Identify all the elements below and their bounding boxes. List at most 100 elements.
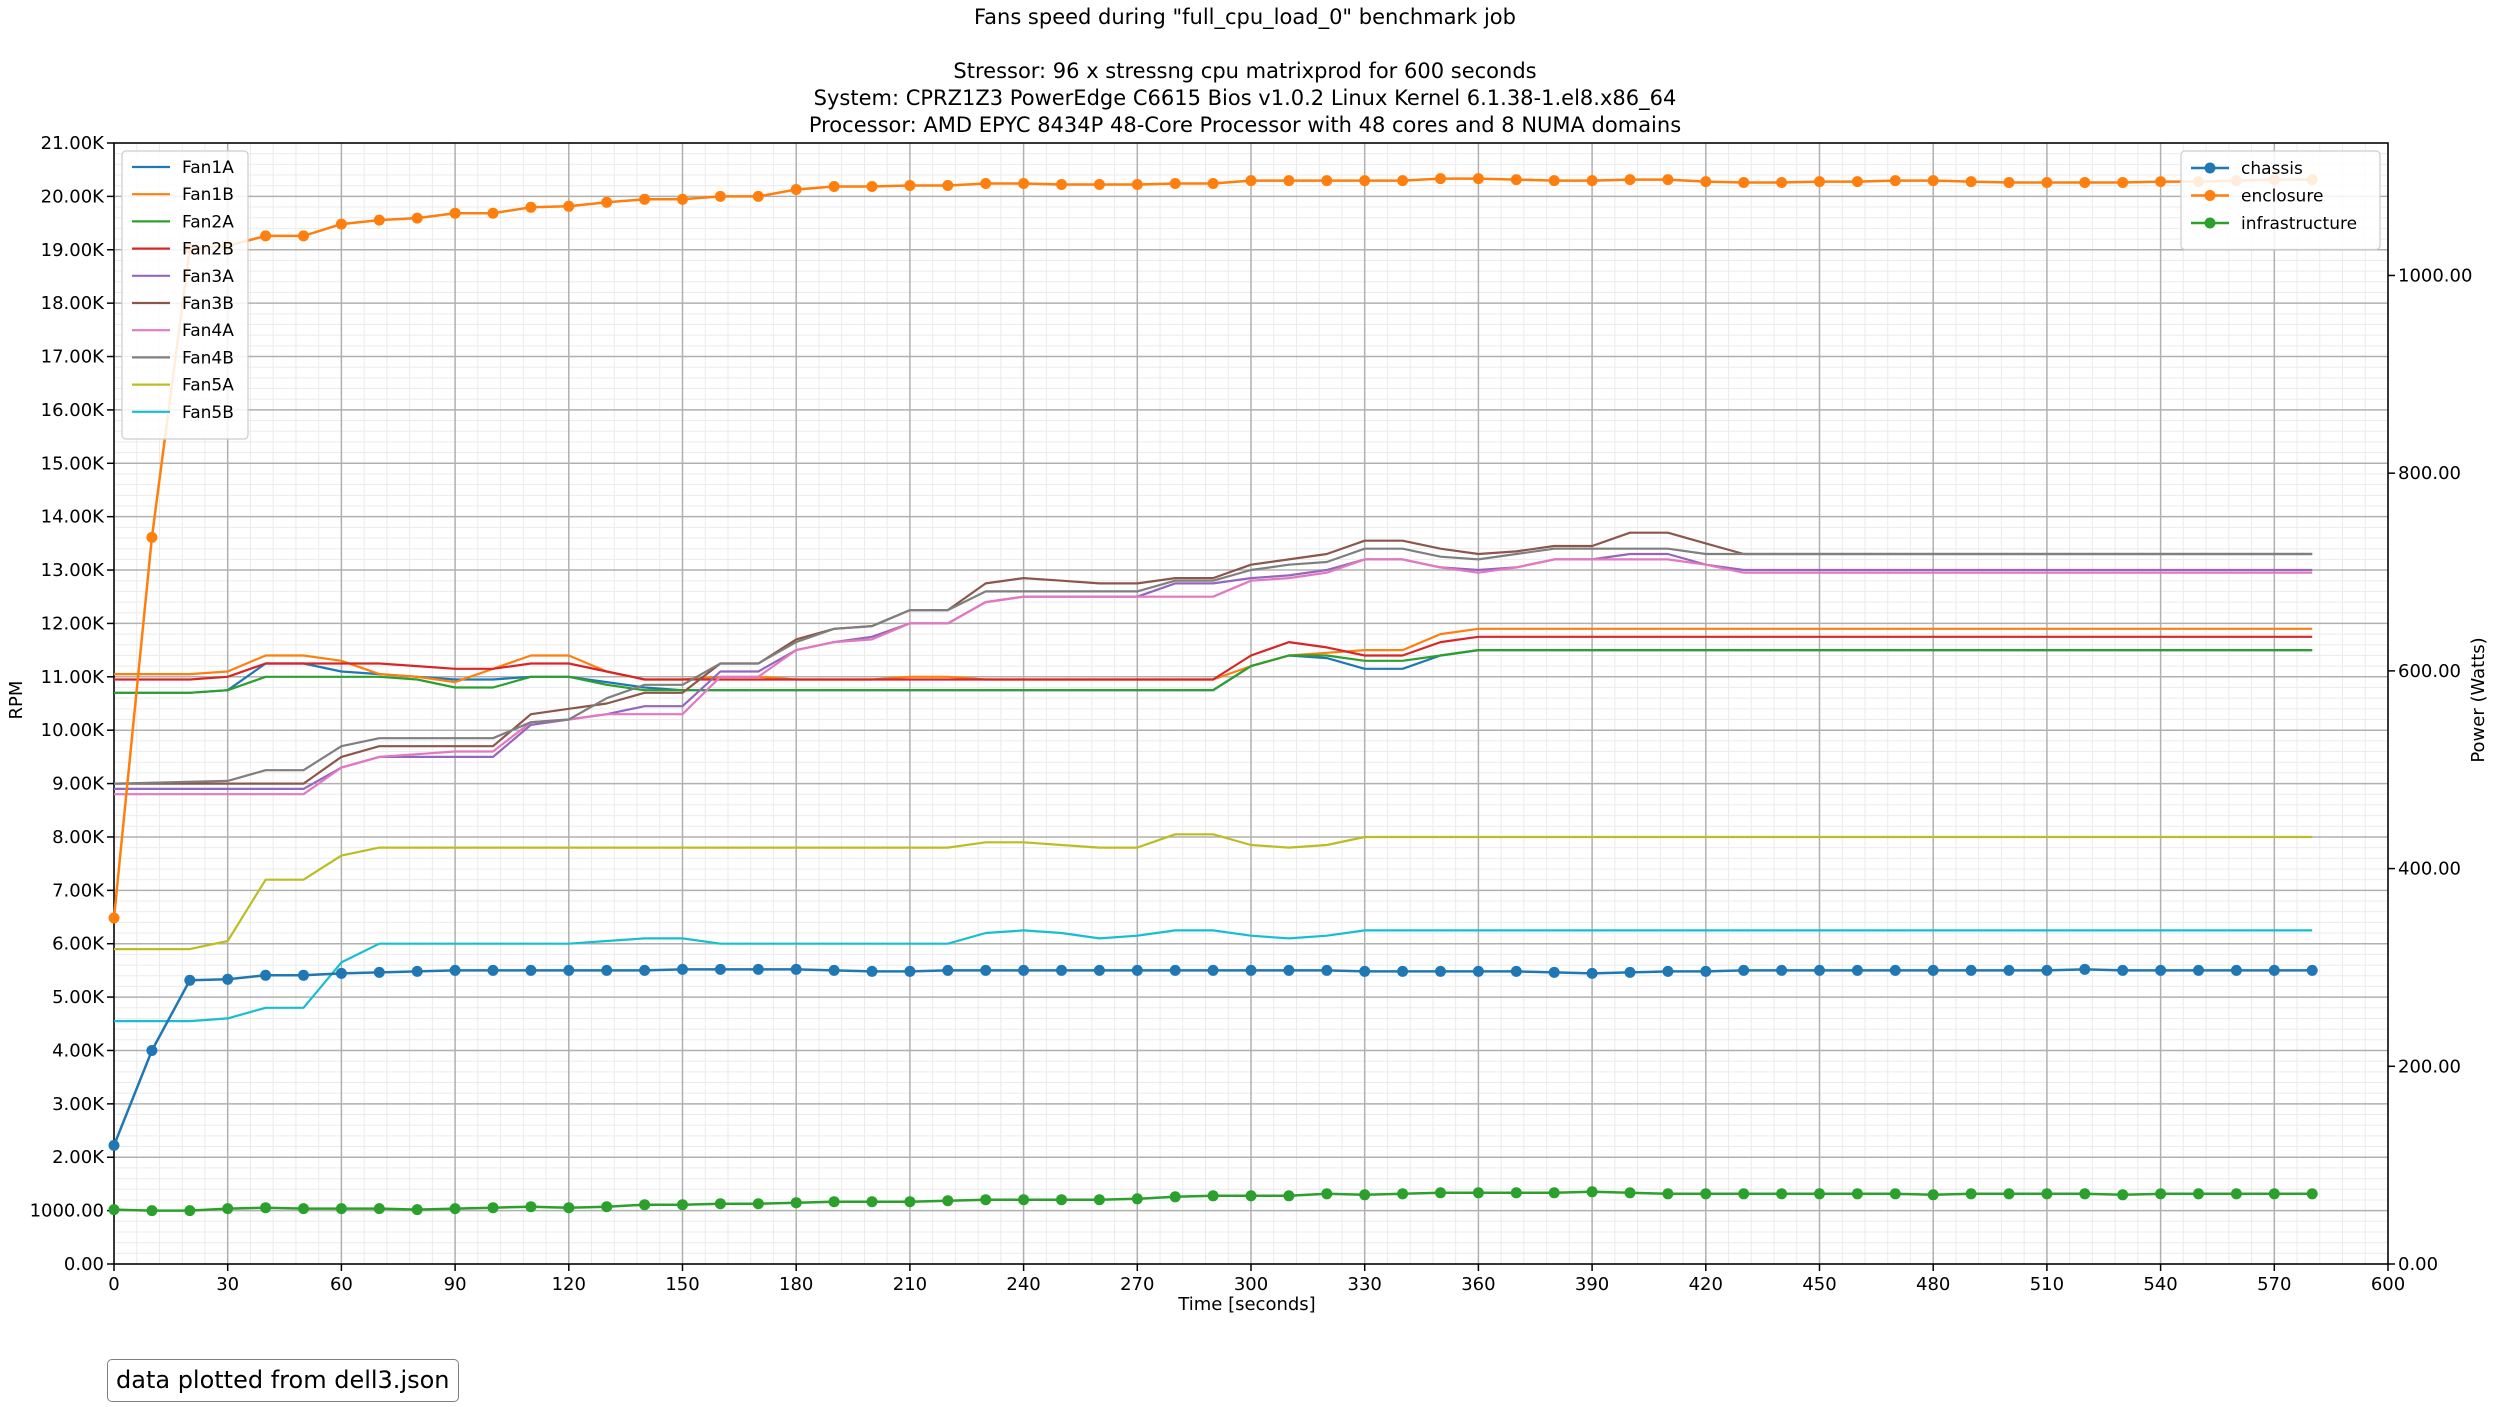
power-point-infrastructure xyxy=(1359,1189,1371,1201)
power-point-infrastructure xyxy=(1738,1188,1750,1200)
power-point-enclosure xyxy=(1889,175,1901,187)
x-tick-label: 180 xyxy=(779,1274,813,1295)
power-point-infrastructure xyxy=(1207,1190,1219,1202)
power-point-infrastructure xyxy=(1586,1186,1598,1198)
power-point-infrastructure xyxy=(639,1199,651,1211)
power-point-chassis xyxy=(1889,964,1901,976)
power-point-chassis xyxy=(828,964,840,976)
y-tick-label: 20.00K xyxy=(41,186,106,207)
power-point-enclosure xyxy=(1738,177,1750,188)
power-point-infrastructure xyxy=(2268,1188,2280,1200)
power-point-infrastructure xyxy=(1814,1188,1825,1200)
power-point-chassis xyxy=(222,973,234,985)
power-point-chassis xyxy=(1435,965,1446,977)
power-point-chassis xyxy=(1056,964,1067,976)
power-point-enclosure xyxy=(942,180,954,191)
x-axis-label: Time [seconds] xyxy=(1177,1294,1315,1315)
legend-label-fan1a: Fan1A xyxy=(182,158,234,178)
power-point-chassis xyxy=(1927,964,1939,976)
power-point-infrastructure xyxy=(373,1203,385,1215)
power-point-enclosure xyxy=(298,230,309,242)
y-tick-label: 21.00K xyxy=(41,133,106,154)
x-tick-label: 210 xyxy=(893,1274,927,1295)
legend-label-fan5a: Fan5A xyxy=(182,376,234,396)
power-point-infrastructure xyxy=(1169,1191,1181,1203)
power-point-enclosure xyxy=(2003,177,2015,188)
legend-label-fan4b: Fan4B xyxy=(182,348,234,368)
power-point-enclosure xyxy=(1321,175,1333,187)
y-tick-label: 4.00K xyxy=(52,1040,105,1061)
y-tick-label: 2.00K xyxy=(52,1147,105,1168)
power-point-chassis xyxy=(2306,964,2318,976)
power-point-infrastructure xyxy=(184,1205,196,1217)
power-point-infrastructure xyxy=(260,1202,272,1214)
power-point-chassis xyxy=(298,969,309,981)
power-point-infrastructure xyxy=(2155,1188,2167,1200)
power-point-chassis xyxy=(525,964,537,976)
power-point-infrastructure xyxy=(2306,1188,2318,1200)
power-point-enclosure xyxy=(1927,175,1939,187)
power-point-enclosure xyxy=(335,218,347,230)
power-point-chassis xyxy=(1586,967,1598,979)
power-point-infrastructure xyxy=(752,1198,764,1210)
power-point-chassis xyxy=(1548,966,1560,978)
power-point-chassis xyxy=(714,963,726,975)
power-point-enclosure xyxy=(2041,177,2053,188)
power-point-chassis xyxy=(2268,964,2280,976)
power-point-chassis xyxy=(1851,964,1863,976)
power-point-enclosure xyxy=(1700,176,1712,188)
fan-line-fan1a xyxy=(114,648,2313,694)
power-point-enclosure xyxy=(2155,176,2167,188)
power-point-infrastructure xyxy=(2193,1188,2204,1200)
x-tick-label: 90 xyxy=(444,1274,467,1295)
y2-tick-label: 0.00 xyxy=(2398,1254,2438,1275)
power-point-enclosure xyxy=(828,181,840,192)
power-point-chassis xyxy=(2155,964,2167,976)
grid xyxy=(113,142,2389,1265)
legend-label-fan4a: Fan4A xyxy=(182,321,234,341)
power-point-infrastructure xyxy=(525,1201,537,1213)
x-tick-label: 600 xyxy=(2371,1274,2405,1295)
power-point-enclosure xyxy=(1662,174,1674,186)
legend-marker-enclosure xyxy=(2204,190,2216,201)
y-tick-label: 15.00K xyxy=(41,453,106,474)
power-point-chassis xyxy=(2003,964,2015,976)
y-tick-label: 3.00K xyxy=(52,1094,105,1115)
x-tick-label: 30 xyxy=(216,1274,239,1295)
power-point-chassis xyxy=(2193,964,2204,976)
legend-label-infrastructure: infrastructure xyxy=(2241,214,2357,234)
x-tick-label: 420 xyxy=(1689,1274,1723,1295)
power-point-infrastructure xyxy=(2041,1188,2053,1200)
power-point-infrastructure xyxy=(1851,1188,1863,1200)
power-point-enclosure xyxy=(260,230,272,242)
power-point-enclosure xyxy=(1435,173,1446,185)
fan-line-fan3b xyxy=(114,531,2313,785)
power-point-enclosure xyxy=(866,181,878,192)
power-point-infrastructure xyxy=(2079,1188,2091,1200)
power-point-infrastructure xyxy=(1283,1190,1295,1202)
power-point-chassis xyxy=(1207,964,1219,976)
power-point-chassis xyxy=(1397,965,1409,977)
power-point-enclosure xyxy=(1472,173,1484,185)
y-tick-label: 16.00K xyxy=(41,400,106,421)
power-point-infrastructure xyxy=(1776,1188,1788,1200)
power-point-chassis xyxy=(1700,965,1712,977)
fan-line-fan5b xyxy=(114,929,2313,1023)
power-point-infrastructure xyxy=(146,1205,158,1217)
power-point-infrastructure xyxy=(677,1199,688,1211)
power-point-chassis xyxy=(2079,963,2091,975)
power-point-infrastructure xyxy=(1510,1187,1522,1199)
legend-label-fan3a: Fan3A xyxy=(182,267,234,287)
x-tick-label: 480 xyxy=(1916,1274,1950,1295)
power-point-chassis xyxy=(411,965,423,977)
y-axis-right: 0.00 200.00 400.00 600.00 800.00 1000.00 xyxy=(2388,265,2472,1275)
power-point-enclosure xyxy=(980,178,992,189)
power-point-enclosure xyxy=(2117,177,2129,188)
fan-line-fan5a xyxy=(114,833,2313,951)
power-point-chassis xyxy=(373,966,385,978)
power-point-chassis xyxy=(146,1045,158,1056)
power-point-chassis xyxy=(639,964,651,976)
power-point-enclosure xyxy=(1814,176,1825,188)
fan-line-fan2b xyxy=(114,635,2313,681)
y-tick-label: 12.00K xyxy=(41,613,106,634)
